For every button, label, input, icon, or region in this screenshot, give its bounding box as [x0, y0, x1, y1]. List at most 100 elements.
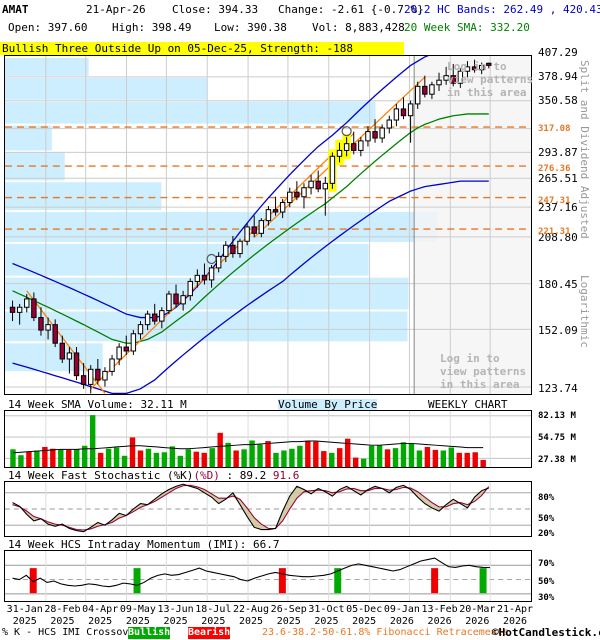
date-axis-year: 2026 — [389, 616, 414, 627]
date-axis-year: 2025 — [314, 616, 339, 627]
date-axis-tick: 31-Oct 2025 — [302, 605, 350, 627]
price-axis-tick: 208.80 — [538, 231, 578, 244]
date-axis-day: 20-Mar — [459, 604, 496, 615]
footer-bearish-badge: Bearish — [188, 627, 231, 639]
date-axis-tick: 28-Feb 2025 — [38, 605, 86, 627]
date-axis-day: 13-Feb — [421, 604, 458, 615]
imi-axis-tick: 50% — [538, 577, 555, 587]
close-label: Close: 394.33 — [172, 3, 259, 16]
date-axis-tick: 05-Dec 2025 — [340, 605, 388, 627]
date-axis-year: 2026 — [427, 616, 452, 627]
volume-label: Vol: 8,883,428 — [312, 21, 405, 34]
date-axis-day: 31-Oct — [308, 604, 345, 615]
stochastic-panel-title: 14 Week Fast Stochastic (%K)(%D) : 89.2 … — [8, 470, 299, 481]
stochastic-panel[interactable] — [4, 481, 532, 537]
date-axis-year: 2025 — [12, 616, 37, 627]
volume-by-price-label: Volume By Price — [278, 398, 378, 411]
date-axis-year: 2026 — [465, 616, 490, 627]
date-axis-year: 2025 — [201, 616, 226, 627]
price-axis-tick: 378.94 — [538, 70, 578, 83]
price-axis-tick: 407.29 — [538, 46, 578, 59]
volume-chart-svg — [5, 411, 531, 467]
symbol-label: AMAT — [2, 3, 29, 16]
price-axis-tick: 152.09 — [538, 324, 578, 337]
date-axis-day: 31-Jan — [6, 604, 43, 615]
date-axis-tick: 04-Apr 2025 — [76, 605, 124, 627]
date-axis-year: 2025 — [88, 616, 113, 627]
stochastic-chart-svg — [5, 482, 531, 536]
footer-crossover-label: % K - HCS IMI Crossover, — [2, 627, 147, 638]
volume-panel[interactable] — [4, 410, 532, 468]
date-axis-year: 2025 — [352, 616, 377, 627]
price-axis-tick: 350.58 — [538, 94, 578, 107]
date-axis-year: 2025 — [125, 616, 150, 627]
axis-title-adjusted: Split and Dividend Adjusted — [578, 60, 591, 239]
stochastic-axis-tick: 50% — [538, 514, 555, 524]
chart-footer: % K - HCS IMI Crossover, Bullish Bearish… — [0, 626, 600, 640]
open-label: Open: 397.60 — [8, 21, 88, 34]
date-axis-tick: 26-Sep 2025 — [265, 605, 313, 627]
axis-title-logarithmic: Logarithmic — [578, 275, 591, 348]
date-axis-day: 05-Dec — [346, 604, 383, 615]
fibonacci-level-label: 247.31 — [538, 196, 571, 206]
date-axis-day: 22-Aug — [232, 604, 270, 615]
price-axis-tick: 180.45 — [538, 278, 578, 291]
footer-brand: ©HotCandlestick.com — [492, 626, 600, 639]
fibonacci-level-label: 276.36 — [538, 164, 571, 174]
date-axis-tick: 13-Jun 2025 — [152, 605, 200, 627]
imi-axis-tick: 70% — [538, 559, 555, 569]
footer-bullish-badge: Bullish — [128, 627, 171, 639]
imi-panel[interactable] — [4, 550, 532, 602]
login-watermark-top: Log in to view patterns in this area — [447, 60, 534, 99]
login-watermark-bottom: Log in to view patterns in this area — [440, 352, 527, 391]
footer-fibonacci-label: 23.6-38.2-50-61.8% Fibonacci Retracement… — [262, 627, 509, 638]
date-axis-tick: 22-Aug 2025 — [227, 605, 275, 627]
volume-panel-title: 14 Week SMA Volume: 32.11 M — [8, 398, 187, 411]
quote-date: 21-Apr-26 — [86, 3, 146, 16]
stochastic-axis-tick: 80% — [538, 493, 555, 503]
volume-axis-tick: 27.38 M — [538, 455, 576, 465]
imi-axis-tick: 30% — [538, 593, 555, 603]
price-chart-svg — [5, 56, 531, 394]
date-axis-day: 18-Jul — [195, 604, 232, 615]
stoch-d-value: 91.6 — [272, 469, 300, 482]
date-axis: 31-Jan 2025 28-Feb 2025 04-Apr 2025 09-May 2025… — [0, 603, 600, 627]
stoch-title-d: (%D) — [193, 469, 220, 482]
stoch-title-k: 14 Week Fast Stochastic (%K) — [8, 469, 194, 482]
low-label: Low: 390.38 — [214, 21, 287, 34]
date-axis-tick: 09-Jan 2026 — [378, 605, 426, 627]
fibonacci-level-label: 221.31 — [538, 227, 571, 237]
fibonacci-level-label: 317.08 — [538, 124, 571, 134]
pattern-banner[interactable]: Bullish Three Outside Up on 05-Dec-25, S… — [0, 42, 404, 55]
price-axis-tick: 293.87 — [538, 146, 578, 159]
date-axis-day: 26-Sep — [270, 604, 307, 615]
date-axis-day: 13-Jun — [157, 604, 194, 615]
date-axis-day: 09-Jan — [383, 604, 420, 615]
date-axis-tick: 18-Jul 2025 — [189, 605, 237, 627]
price-chart-panel[interactable] — [4, 55, 532, 395]
price-axis-tick: 237.16 — [538, 201, 578, 214]
date-axis-year: 2025 — [276, 616, 301, 627]
volume-axis-tick: 82.13 M — [538, 411, 576, 421]
date-axis-year: 2026 — [502, 616, 528, 627]
hc-bands-label: 20,2 HC Bands: 262.49 , 420.43 — [404, 3, 600, 16]
stoch-title-val: : 89.2 — [219, 469, 273, 482]
date-axis-day: 28-Feb — [44, 604, 81, 615]
date-axis-day: 04-Apr — [82, 604, 119, 615]
date-axis-day: 21-Apr — [496, 604, 534, 615]
date-axis-tick: 13-Feb 2026 — [416, 605, 464, 627]
date-axis-tick: 09-May 2025 — [114, 605, 162, 627]
price-axis-tick: 265.51 — [538, 172, 578, 185]
pattern-banner-text: Bullish Three Outside Up on 05-Dec-25, S… — [2, 42, 353, 55]
quote-header: AMAT 21-Apr-26 Close: 394.33 Change: -2.… — [0, 0, 600, 40]
imi-chart-svg — [5, 551, 531, 601]
date-axis-tick: 21-Apr 2026 — [491, 605, 539, 627]
date-axis-tick: 20-Mar 2026 — [453, 605, 501, 627]
stochastic-axis-tick: 20% — [538, 529, 555, 539]
change-label: Change: -2.61 {-0.7 %} — [278, 3, 424, 16]
date-axis-year: 2025 — [238, 616, 264, 627]
date-axis-year: 2025 — [163, 616, 188, 627]
date-axis-day: 09-May — [119, 604, 156, 615]
price-axis-tick: 123.74 — [538, 382, 578, 395]
